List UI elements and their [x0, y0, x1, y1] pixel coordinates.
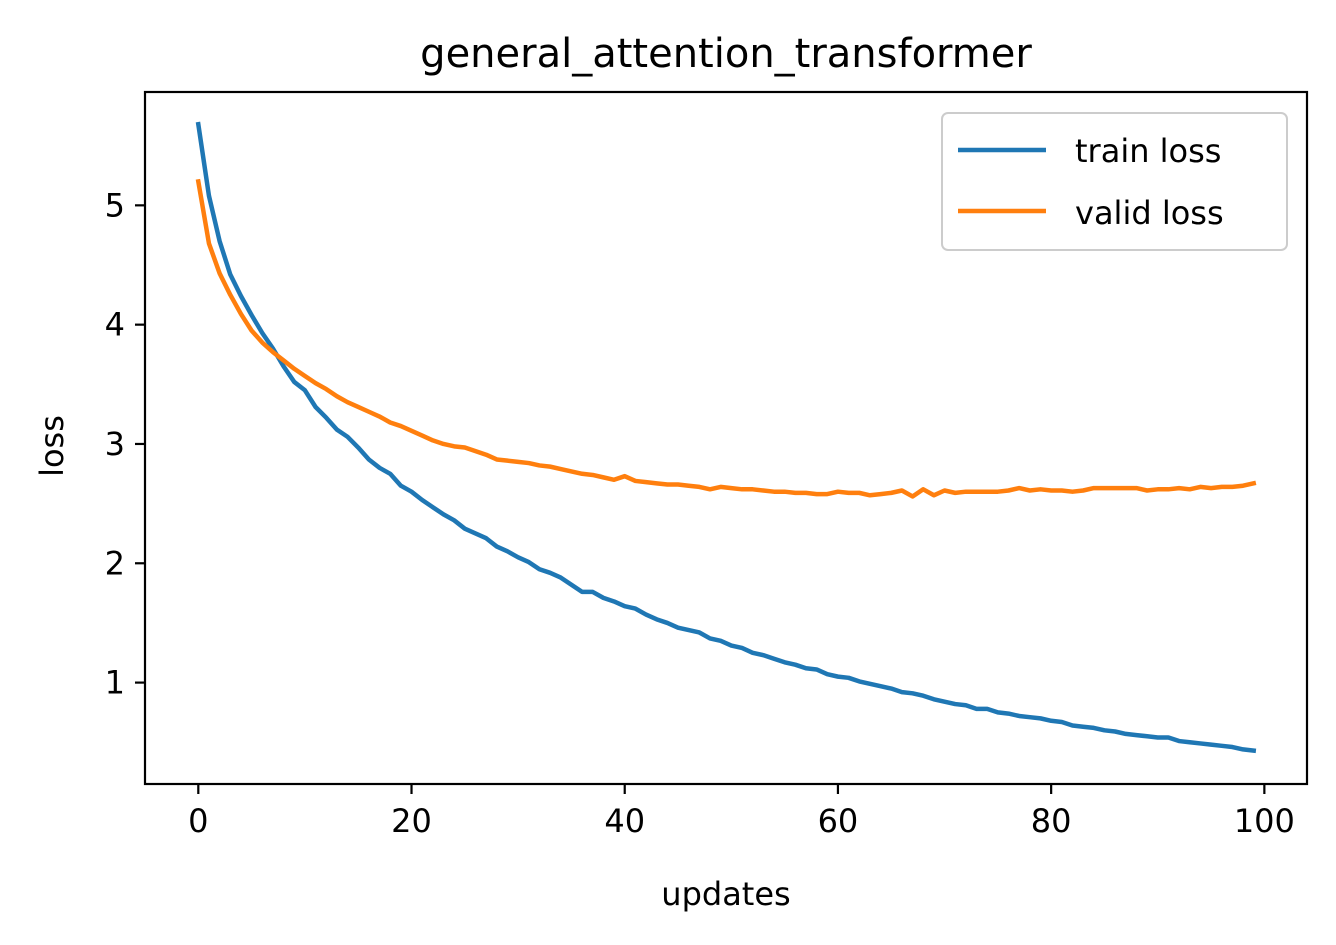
series-lines — [195, 121, 1257, 754]
x-tick-label: 40 — [604, 802, 645, 840]
legend-label-train-loss: train loss — [1075, 132, 1221, 170]
x-tick-label: 60 — [818, 802, 859, 840]
chart-title: general_attention_transformer — [420, 31, 1032, 77]
x-tick-label: 20 — [391, 802, 432, 840]
series-line-valid-loss — [195, 178, 1257, 499]
y-axis-label: loss — [33, 415, 71, 477]
y-axis-ticks: 1 2 3 4 5 — [105, 186, 145, 702]
y-tick-label: 5 — [105, 186, 125, 224]
legend-label-valid-loss: valid loss — [1075, 194, 1224, 232]
x-tick-label: 80 — [1031, 802, 1072, 840]
y-tick-label: 1 — [105, 664, 125, 702]
legend-box — [941, 112, 1288, 251]
y-tick-label: 3 — [105, 425, 125, 463]
x-tick-label: 100 — [1234, 802, 1295, 840]
x-tick-label: 0 — [188, 802, 208, 840]
plot-frame — [143, 90, 1309, 786]
y-tick-label: 4 — [105, 306, 125, 344]
y-tick-label: 2 — [105, 544, 125, 582]
x-axis-label: updates — [661, 875, 790, 913]
x-axis-ticks: 0 20 40 60 80 100 — [188, 784, 1295, 840]
legend: train loss valid loss — [941, 112, 1288, 251]
series-line-train-loss — [195, 121, 1257, 754]
